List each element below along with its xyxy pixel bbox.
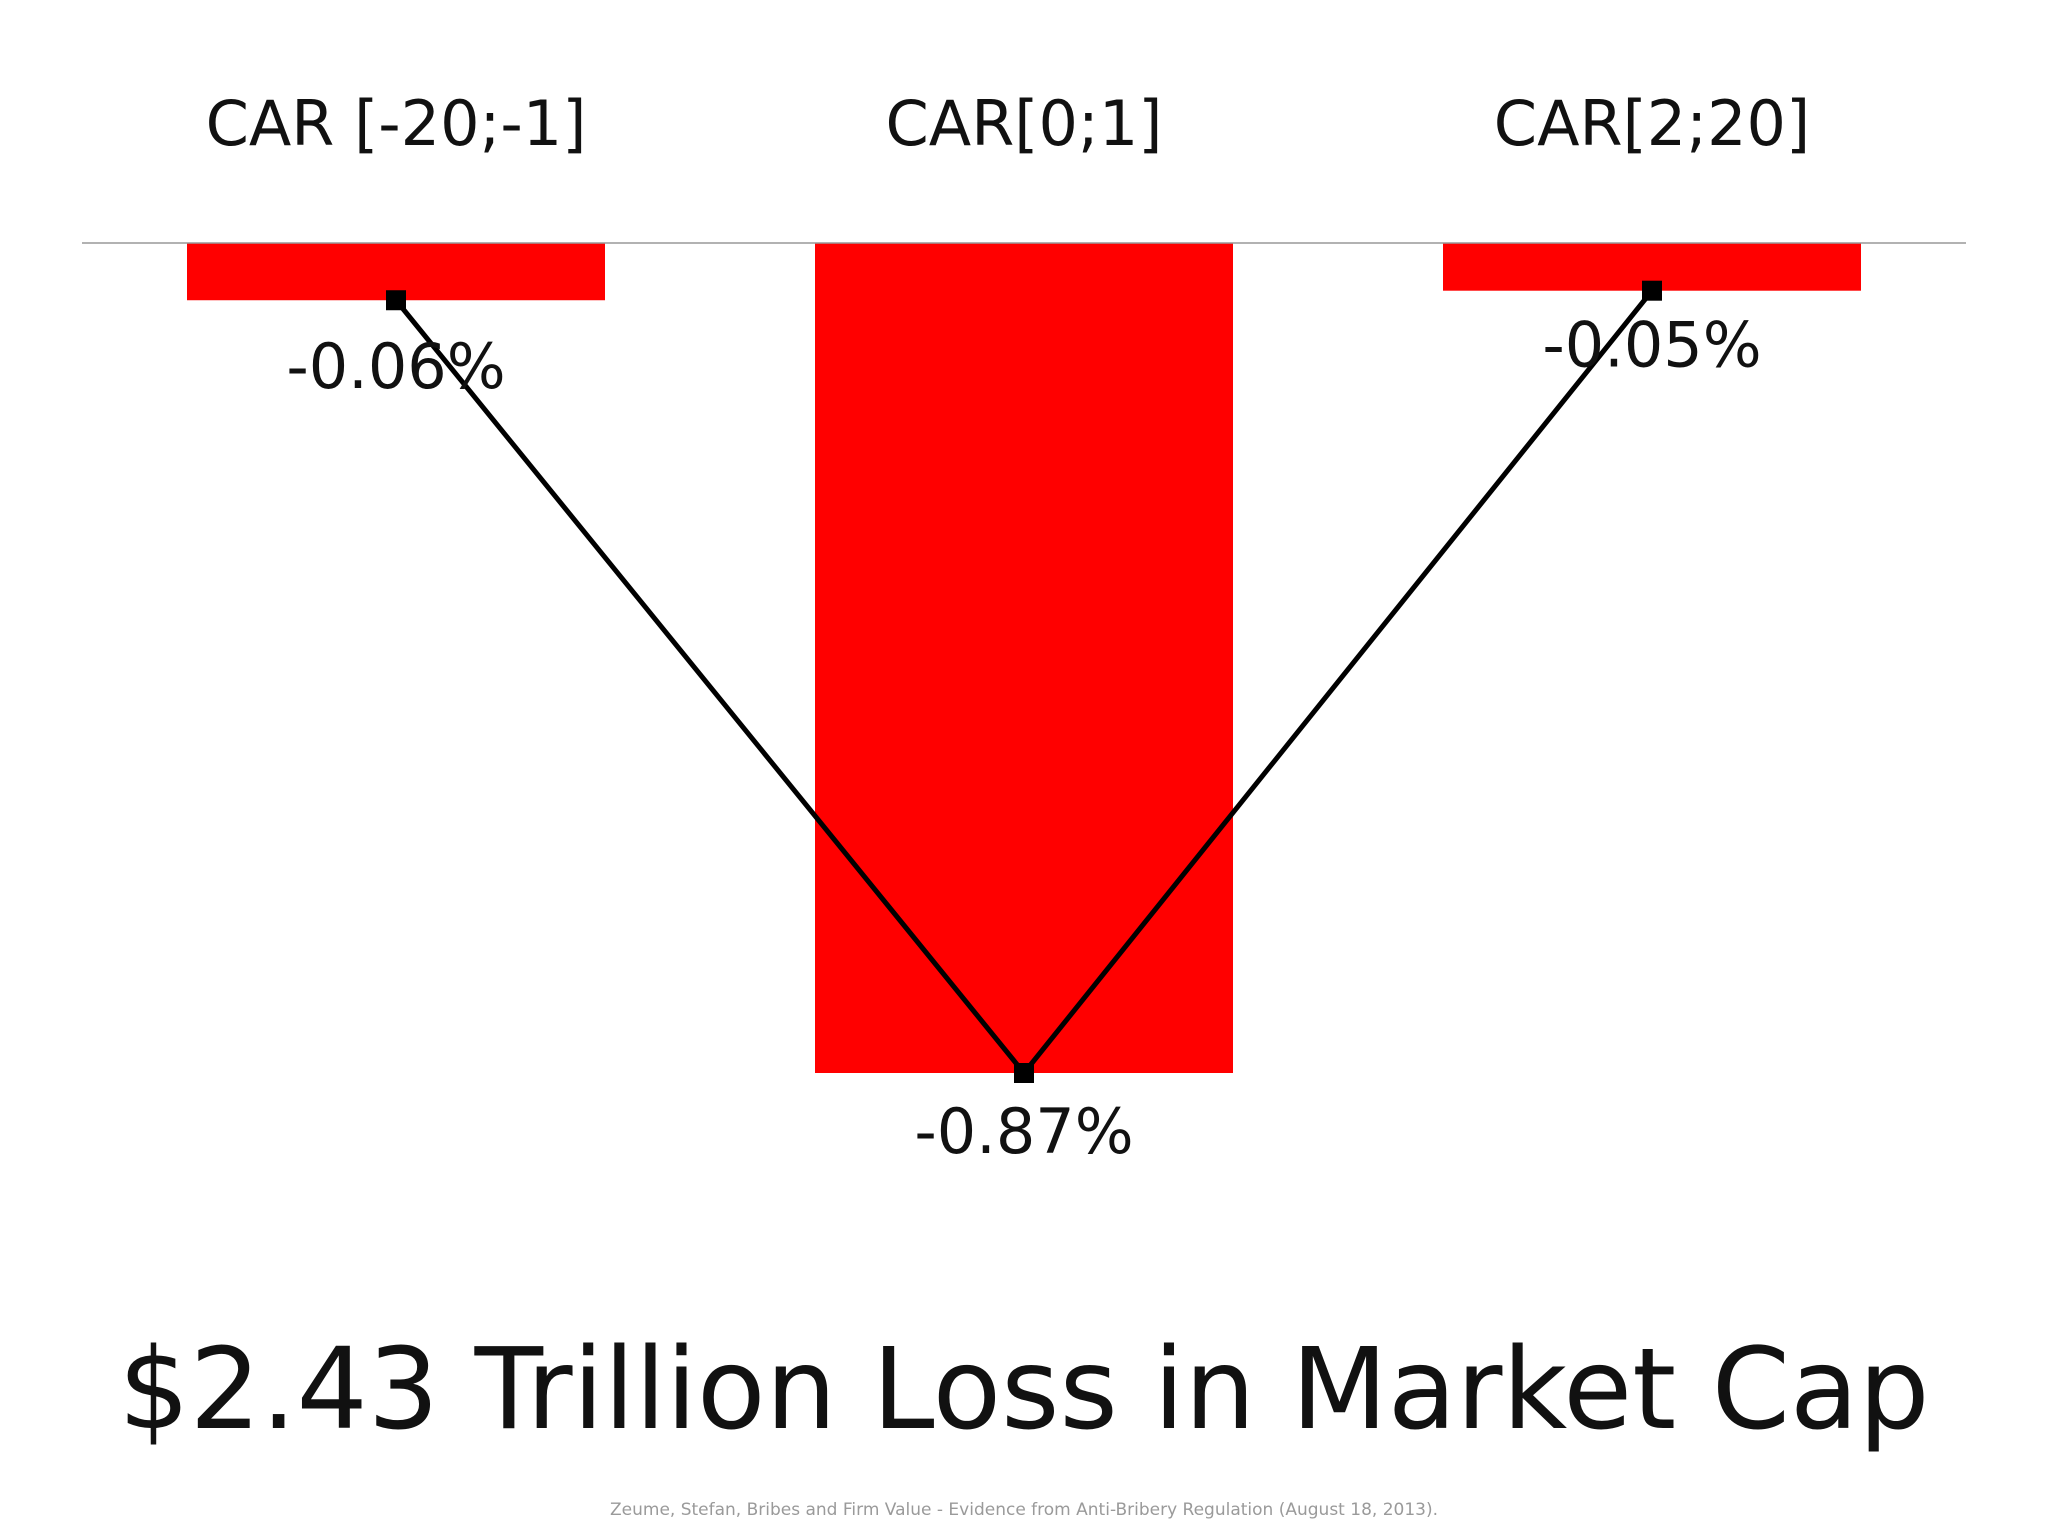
value-label-2: -0.87% — [914, 1095, 1133, 1168]
citation: Zeume, Stefan, Bribes and Firm Value - E… — [610, 1500, 1438, 1520]
line-marker-3 — [1642, 280, 1662, 301]
headline: $2.43 Trillion Loss in Market Cap — [118, 1325, 1930, 1455]
value-label-1: -0.06% — [286, 330, 505, 403]
line-marker-1 — [386, 290, 406, 311]
category-label-2: CAR[0;1] — [886, 87, 1163, 160]
line-marker-2 — [1014, 1063, 1034, 1083]
category-label-3: CAR[2;20] — [1494, 87, 1810, 160]
bar-2 — [815, 243, 1233, 1073]
category-label-1: CAR [-20;-1] — [206, 87, 587, 160]
value-label-3: -0.05% — [1542, 309, 1761, 382]
